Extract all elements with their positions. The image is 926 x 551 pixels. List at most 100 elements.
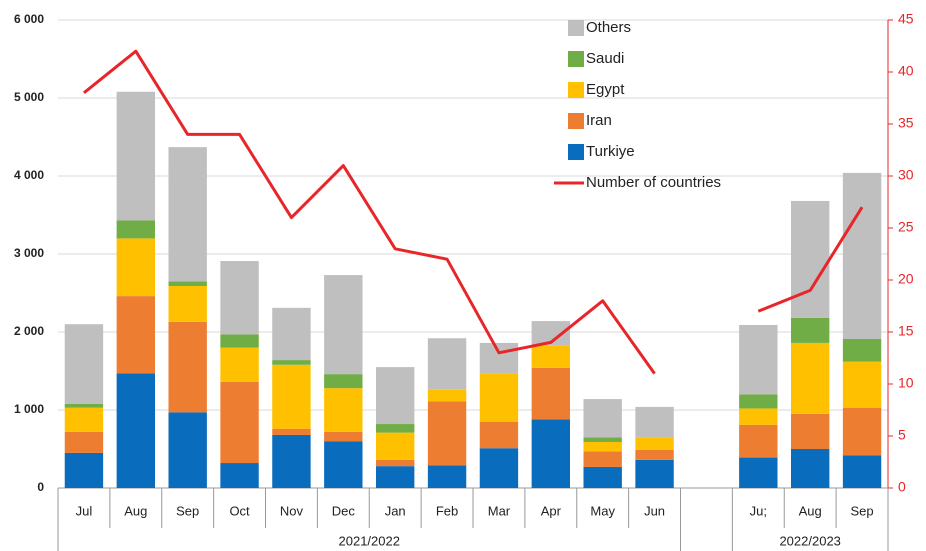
y2-tick-label: 45 xyxy=(898,11,914,27)
legend-swatch xyxy=(568,20,584,36)
legend-swatch xyxy=(568,82,584,98)
bar-segment xyxy=(324,441,363,488)
bar-segment xyxy=(272,307,311,361)
y-tick-label: 1 000 xyxy=(14,402,44,416)
bar-segment xyxy=(531,367,571,420)
y-tick-label: 6 000 xyxy=(14,12,44,26)
bar-segment xyxy=(168,412,207,488)
bar-segment xyxy=(220,334,259,348)
bar-segment xyxy=(479,421,519,449)
bar-segment xyxy=(842,407,882,456)
bar-segment xyxy=(583,441,622,452)
bar-segment xyxy=(790,413,830,449)
bar-segment xyxy=(427,465,467,488)
x-tick-label: Sep xyxy=(850,503,873,518)
bar-segment xyxy=(427,338,467,390)
bar-segment xyxy=(375,367,415,425)
bar-segment xyxy=(427,401,467,466)
bar-segment xyxy=(324,431,363,442)
legend-label: Iran xyxy=(586,112,612,129)
line-series xyxy=(82,49,864,375)
y2-tick-label: 30 xyxy=(898,167,914,183)
x-tick-label: Oct xyxy=(229,503,250,518)
bar-segment xyxy=(64,452,104,488)
bar-segment xyxy=(583,399,622,438)
bar-segment xyxy=(220,261,259,335)
legend-label: Turkiye xyxy=(586,143,635,160)
bar-segment xyxy=(842,361,882,408)
bar-segment xyxy=(739,457,778,488)
y2-tick-label: 20 xyxy=(898,271,914,287)
bar-segment xyxy=(583,451,622,467)
x-tick-label: Jul xyxy=(76,503,93,518)
group-label: 2022/2023 xyxy=(779,533,840,548)
bar-segment xyxy=(479,342,519,374)
y-tick-label: 5 000 xyxy=(14,90,44,104)
x-tick-label: Aug xyxy=(799,503,822,518)
y-tick-label: 3 000 xyxy=(14,246,44,260)
bar-segment xyxy=(375,459,415,467)
legend-label: Number of countries xyxy=(586,174,721,191)
y2-tick-label: 0 xyxy=(898,479,906,495)
bar-segment xyxy=(842,172,882,340)
group-label: 2021/2022 xyxy=(339,533,400,548)
bar-segment xyxy=(635,459,674,488)
bar-segment xyxy=(842,455,882,488)
bar-segment xyxy=(790,317,830,343)
bar-segment xyxy=(324,388,363,432)
legend-swatch xyxy=(568,144,584,160)
bar-segment xyxy=(583,466,622,488)
bar-segment xyxy=(116,238,156,297)
bar-segment xyxy=(168,285,207,322)
bar-segment xyxy=(64,403,104,408)
legend-swatch xyxy=(568,113,584,129)
bar-segment xyxy=(790,342,830,414)
bar-segment xyxy=(479,448,519,488)
bar-segment xyxy=(116,296,156,374)
bar-segment xyxy=(427,389,467,402)
bar-segment xyxy=(116,91,156,221)
bar-segment xyxy=(64,431,104,453)
bar-segment xyxy=(272,364,311,429)
bar-segment xyxy=(739,394,778,409)
bar-segment xyxy=(479,373,519,422)
bar-segment xyxy=(739,324,778,395)
bar-segment xyxy=(116,220,156,239)
bar-segment xyxy=(739,424,778,458)
x-tick-label: Feb xyxy=(436,503,458,518)
y2-tick-label: 10 xyxy=(898,375,914,391)
x-tick-label: Sep xyxy=(176,503,199,518)
bar-segment xyxy=(375,432,415,460)
bar-segment xyxy=(635,437,674,450)
y2-tick-label: 15 xyxy=(898,323,914,339)
bar-segment xyxy=(116,373,156,488)
legend-label: Others xyxy=(586,19,631,36)
bar-segment xyxy=(168,281,207,286)
bar-segment xyxy=(531,345,571,368)
y2-tick-label: 5 xyxy=(898,427,906,443)
x-tick-label: Dec xyxy=(332,503,356,518)
legend-label: Egypt xyxy=(586,81,625,98)
bar-segment xyxy=(272,428,311,435)
bar-segment xyxy=(324,374,363,389)
bar-segment xyxy=(220,463,259,488)
x-tick-label: Mar xyxy=(488,503,511,518)
bar-segment xyxy=(739,408,778,425)
bar-segment xyxy=(220,347,259,382)
y-tick-label: 0 xyxy=(37,480,44,494)
x-tick-label: Jan xyxy=(385,503,406,518)
legend-swatch xyxy=(568,51,584,67)
bar-segment xyxy=(375,466,415,488)
bar-segment xyxy=(272,360,311,365)
bar-segment xyxy=(375,424,415,433)
bar-segment xyxy=(168,321,207,413)
x-tick-label: Apr xyxy=(541,503,562,518)
bar-segment xyxy=(531,419,571,488)
bar-segment xyxy=(790,449,830,488)
bar-segment xyxy=(635,449,674,460)
bar-segment xyxy=(64,407,104,432)
x-tick-label: Aug xyxy=(124,503,147,518)
legend-label: Saudi xyxy=(586,50,624,67)
bar-segment xyxy=(790,200,830,318)
